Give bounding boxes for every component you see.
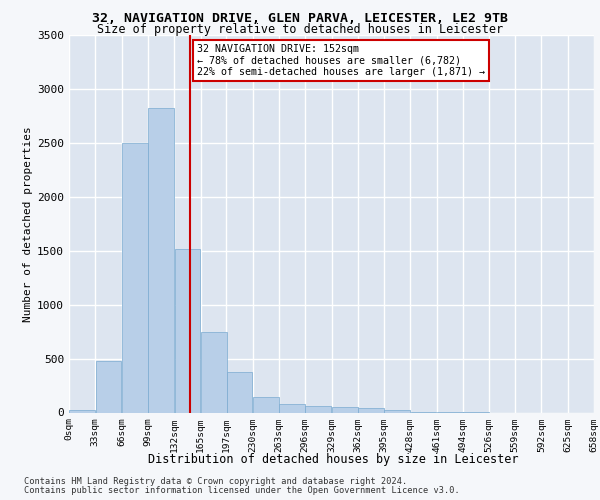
Text: 32, NAVIGATION DRIVE, GLEN PARVA, LEICESTER, LE2 9TB: 32, NAVIGATION DRIVE, GLEN PARVA, LEICES… (92, 12, 508, 26)
Bar (70, 410, 95, 412)
Bar (148, 108, 174, 412)
Y-axis label: Number of detached properties: Number of detached properties (23, 126, 33, 322)
Text: Distribution of detached houses by size in Leicester: Distribution of detached houses by size … (148, 452, 518, 466)
Text: Contains HM Land Registry data © Crown copyright and database right 2024.: Contains HM Land Registry data © Crown c… (24, 477, 407, 486)
Text: Contains public sector information licensed under the Open Government Licence v3: Contains public sector information licen… (24, 486, 460, 495)
Bar (385, 410, 410, 412)
Bar (253, 398, 278, 412)
Bar (279, 404, 305, 412)
Bar (358, 408, 384, 412)
Bar (201, 332, 227, 412)
Bar (332, 406, 358, 412)
Bar (305, 406, 331, 412)
Text: Size of property relative to detached houses in Leicester: Size of property relative to detached ho… (97, 22, 503, 36)
Bar (95, 360, 121, 412)
Text: 32 NAVIGATION DRIVE: 152sqm
← 78% of detached houses are smaller (6,782)
22% of : 32 NAVIGATION DRIVE: 152sqm ← 78% of det… (197, 44, 485, 77)
Bar (122, 143, 148, 412)
Bar (227, 372, 252, 412)
Bar (175, 248, 200, 412)
